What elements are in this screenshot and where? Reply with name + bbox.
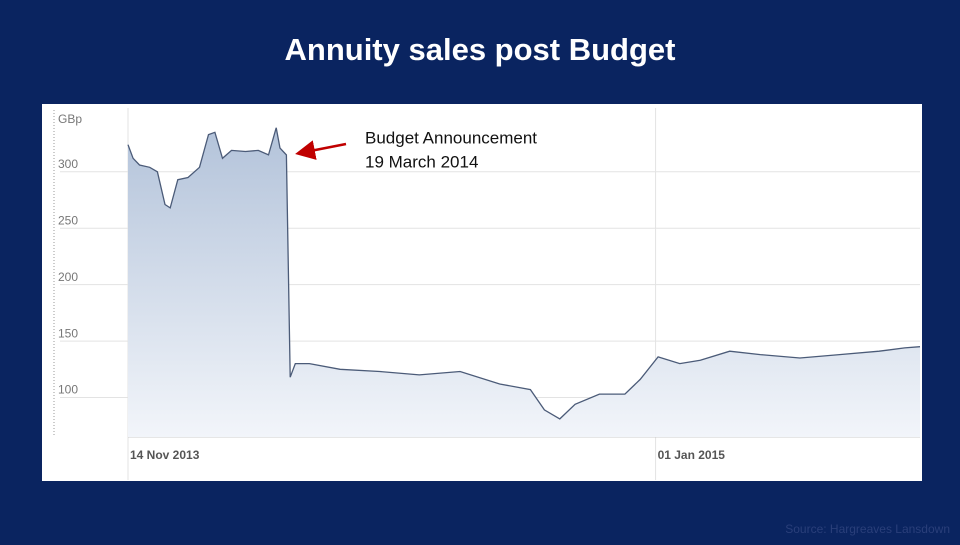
y-tick-label: 300 [58, 157, 78, 171]
area-fill [128, 127, 920, 438]
annotation-line: Budget Announcement [365, 128, 537, 147]
y-tick-label: 100 [58, 383, 78, 397]
y-tick-label: 150 [58, 326, 78, 340]
annotation-line: 19 March 2014 [365, 152, 478, 171]
x-tick-label: 14 Nov 2013 [130, 448, 200, 462]
source-note: Source: Hargreaves Lansdown [785, 522, 950, 536]
y-tick-label: 200 [58, 270, 78, 284]
price-line [127, 127, 921, 420]
y-axis-label: GBp [58, 112, 82, 126]
y-tick-label: 250 [58, 213, 78, 227]
annotation-arrow [295, 140, 347, 160]
slide-title: Annuity sales post Budget [285, 32, 676, 67]
x-tick-label: 01 Jan 2015 [658, 448, 726, 462]
